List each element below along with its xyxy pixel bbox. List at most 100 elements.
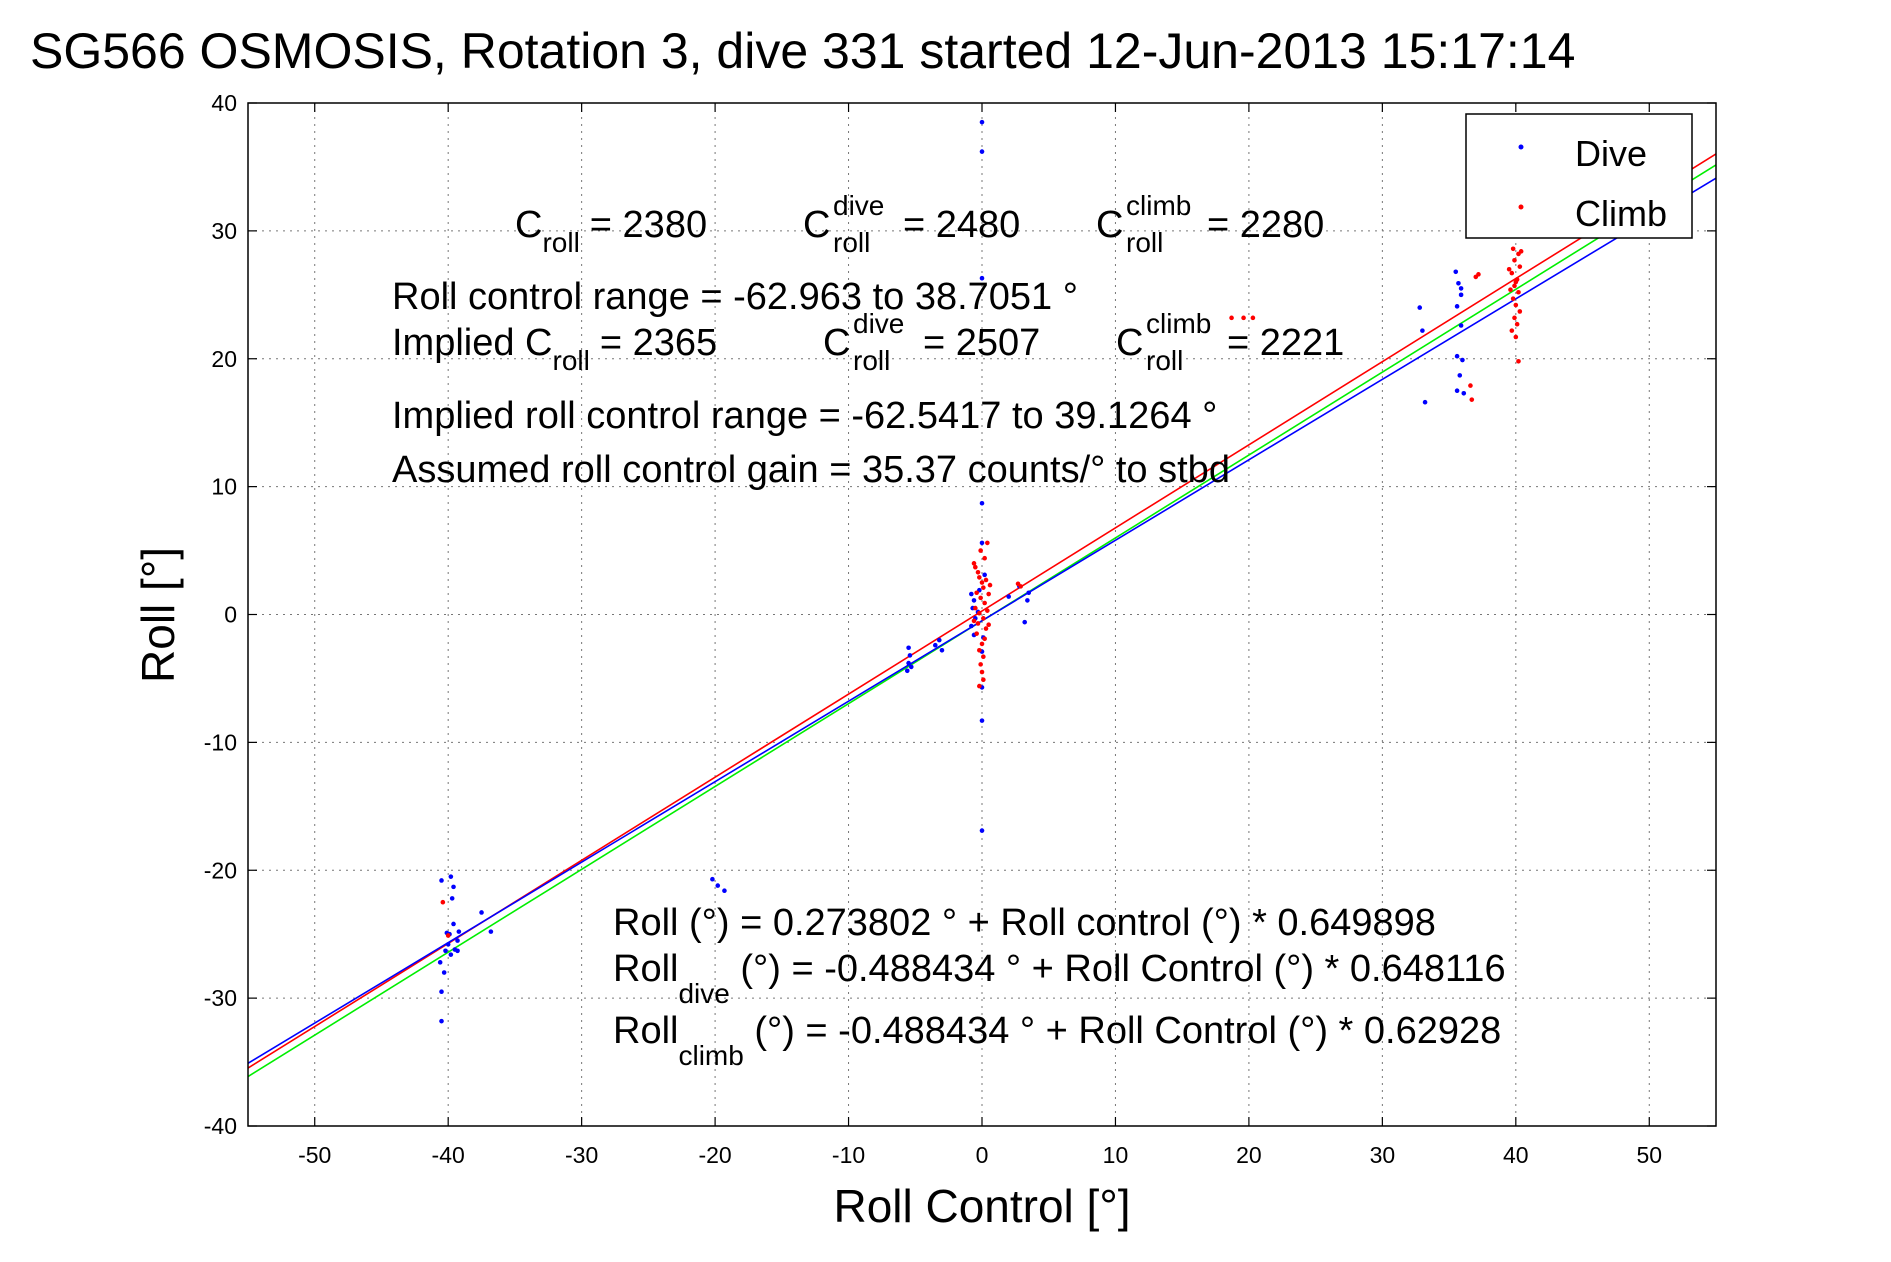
dive-point: [445, 942, 451, 947]
dive-point: [979, 540, 985, 546]
annotation-fit-climb: Rollclimb (°) = -0.488434 ° + Roll Contr…: [613, 1010, 1501, 1071]
annotation-value: = 2380: [590, 204, 707, 246]
x-tick-label: -50: [298, 1142, 331, 1168]
legend-label-dive: Dive: [1575, 133, 1647, 174]
dive-point: [1458, 286, 1464, 291]
annotation-implied-sub: roll: [553, 345, 590, 376]
dive-point: [1454, 353, 1460, 359]
climb-point: [1510, 296, 1516, 301]
dive-point: [448, 874, 454, 879]
climb-point: [1514, 321, 1520, 327]
climb-point: [977, 575, 982, 580]
annotation-implied-dive-sub: roll: [853, 345, 890, 376]
chart-title: SG566 OSMOSIS, Rotation 3, dive 331 star…: [30, 23, 1575, 79]
annotation-gain: Assumed roll control gain = 35.37 counts…: [392, 449, 1230, 491]
climb-point: [1513, 302, 1519, 308]
annotation-c-roll-climb-sup: climb: [1126, 190, 1191, 221]
y-axis-label: Roll [°]: [132, 547, 184, 683]
dive-point: [1417, 305, 1423, 310]
climb-point: [971, 618, 977, 624]
dive-point: [979, 828, 985, 833]
annotation-sub: roll: [542, 227, 579, 258]
climb-point: [977, 648, 982, 653]
y-tick-label: 0: [224, 602, 237, 628]
climb-point: [1513, 334, 1519, 340]
dive-point: [437, 960, 443, 965]
x-tick-label: 10: [1103, 1142, 1129, 1168]
annotation-implied-value: = 2365: [600, 322, 717, 364]
annotation-c-roll-climb-value: = 2280: [1207, 204, 1324, 246]
legend-marker-climb: [1518, 204, 1524, 210]
climb-point: [975, 621, 981, 626]
dive-point: [1458, 323, 1464, 328]
dive-point: [979, 149, 985, 154]
annotation-fit-all: Roll (°) = 0.273802 ° + Roll control (°)…: [613, 902, 1436, 944]
dive-point: [1026, 590, 1032, 596]
climb-point: [1516, 289, 1521, 295]
dive-point: [906, 645, 911, 651]
climb-point: [1518, 249, 1524, 254]
y-tick-label: 10: [211, 474, 237, 500]
dive-point: [1456, 281, 1461, 286]
annotation-implied-climb-value: = 2221: [1227, 322, 1344, 364]
dive-point: [908, 664, 914, 670]
dive-point: [455, 948, 460, 954]
climb-point: [979, 669, 985, 675]
climb-point: [987, 582, 993, 588]
x-tick-label: -10: [832, 1142, 865, 1168]
annotation-implied-climb-sub: roll: [1146, 345, 1183, 376]
legend-box: [1465, 113, 1693, 239]
climb-point: [1468, 383, 1473, 388]
x-tick-label: -40: [432, 1142, 465, 1168]
climb-point: [1229, 315, 1234, 321]
dive-point: [443, 948, 448, 954]
dive-point: [715, 883, 721, 888]
dive-point: [979, 275, 985, 281]
dive-point: [479, 910, 484, 915]
climb-point: [981, 654, 986, 659]
climb-point: [1516, 359, 1521, 364]
dive-point: [1006, 594, 1011, 599]
annotation-c-roll-dive-sup: dive: [833, 190, 884, 221]
x-tick-label: 50: [1636, 1142, 1662, 1168]
dive-point: [969, 623, 974, 629]
annotations: Croll = 2380 C dive roll = 2480 C climb r…: [392, 190, 1506, 1071]
climb-point: [977, 610, 982, 616]
dive-point: [969, 591, 974, 597]
climb-point: [985, 540, 990, 546]
dive-point: [722, 888, 727, 894]
y-tick-label: 20: [211, 346, 237, 372]
dive-point: [1457, 373, 1463, 378]
dive-point: [971, 598, 977, 603]
annotation-implied-dive-value: = 2507: [923, 322, 1040, 364]
dive-point: [906, 660, 911, 666]
climb-point: [1506, 266, 1512, 272]
climb-point: [981, 677, 986, 683]
dive-point: [979, 500, 985, 506]
legend-label-climb: Climb: [1575, 193, 1667, 234]
climb-point: [981, 616, 986, 621]
climb-point: [1469, 397, 1475, 402]
climb-point: [978, 662, 983, 667]
climb-point: [978, 548, 983, 553]
dive-point: [1422, 399, 1428, 405]
annotation-range: Roll control range = -62.963 to 38.7051 …: [392, 276, 1078, 318]
climb-point: [982, 555, 987, 561]
climb-point: [974, 631, 979, 636]
climb-point: [1018, 584, 1024, 589]
dive-point: [710, 876, 715, 882]
dive-point: [1420, 328, 1425, 333]
annotation-c-roll-dive: C: [803, 204, 830, 246]
fit-lines: [248, 153, 1716, 1078]
climb-point: [978, 595, 983, 601]
y-tick-label: -10: [204, 729, 237, 755]
dive-point: [439, 1018, 444, 1024]
y-tick-label: 30: [211, 218, 237, 244]
climb-point: [973, 564, 978, 570]
annotation-implied-climb-sup: climb: [1146, 308, 1211, 339]
dive-point: [979, 119, 985, 125]
x-tick-label: 20: [1236, 1142, 1262, 1168]
climb-point: [973, 605, 978, 611]
climb-point: [1517, 264, 1523, 269]
